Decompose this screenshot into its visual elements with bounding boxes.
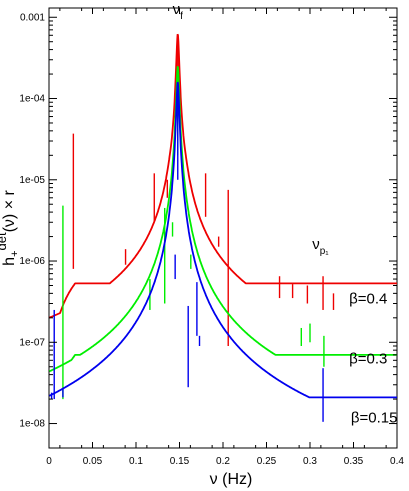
x-tick-label: 0.4: [390, 456, 404, 467]
y-tick-label: 1e-05: [19, 175, 45, 186]
x-tick-label: 0.25: [257, 456, 277, 467]
y-axis-title-rest: (ν) × r: [1, 190, 18, 233]
series-layer: [49, 33, 397, 422]
y-tick-label: 1e-04: [19, 94, 45, 105]
y-axis-title: h+det(ν) × r: [0, 190, 21, 266]
x-tick-label: 0.05: [83, 456, 103, 467]
series-label: β=0.15: [351, 409, 398, 426]
x-tick-label: 0.35: [344, 456, 364, 467]
y-axis-title-sup: det: [0, 232, 9, 250]
peak-annotation: νf: [173, 1, 184, 22]
x-tick-label: 0.15: [170, 456, 190, 467]
y-tick-label: 0.001: [20, 12, 45, 23]
ticks-layer: 0 0.05 0.1 0.15 0.2 0.25 0.3 0.35 0.4 1e-08 1e-07 1…: [19, 8, 404, 467]
y-tick-label: 1e-06: [19, 256, 45, 267]
series-line: [49, 33, 397, 319]
series-label: β=0.4: [349, 291, 387, 308]
annotations: β=0.4 β=0.3 β=0.15 νf νp₁: [173, 1, 398, 427]
y-axis-title-main: h: [1, 257, 18, 266]
x-tick-label: 0.3: [303, 456, 317, 467]
plot-frame: [48, 7, 398, 449]
y-tick-label: 1e-08: [19, 419, 45, 430]
x-tick-label: 0.1: [129, 456, 143, 467]
series-line: [49, 81, 397, 399]
x-tick-label: 0: [46, 456, 52, 467]
y-axis-title-sub: +: [9, 250, 21, 256]
x-tick-label: 0.2: [216, 456, 230, 467]
series-label: β=0.3: [349, 350, 387, 367]
peak-annotation: νp₁: [312, 236, 329, 257]
series-line: [49, 66, 397, 373]
y-tick-label: 1e-07: [19, 337, 45, 348]
x-axis-title: ν (Hz): [210, 471, 253, 488]
